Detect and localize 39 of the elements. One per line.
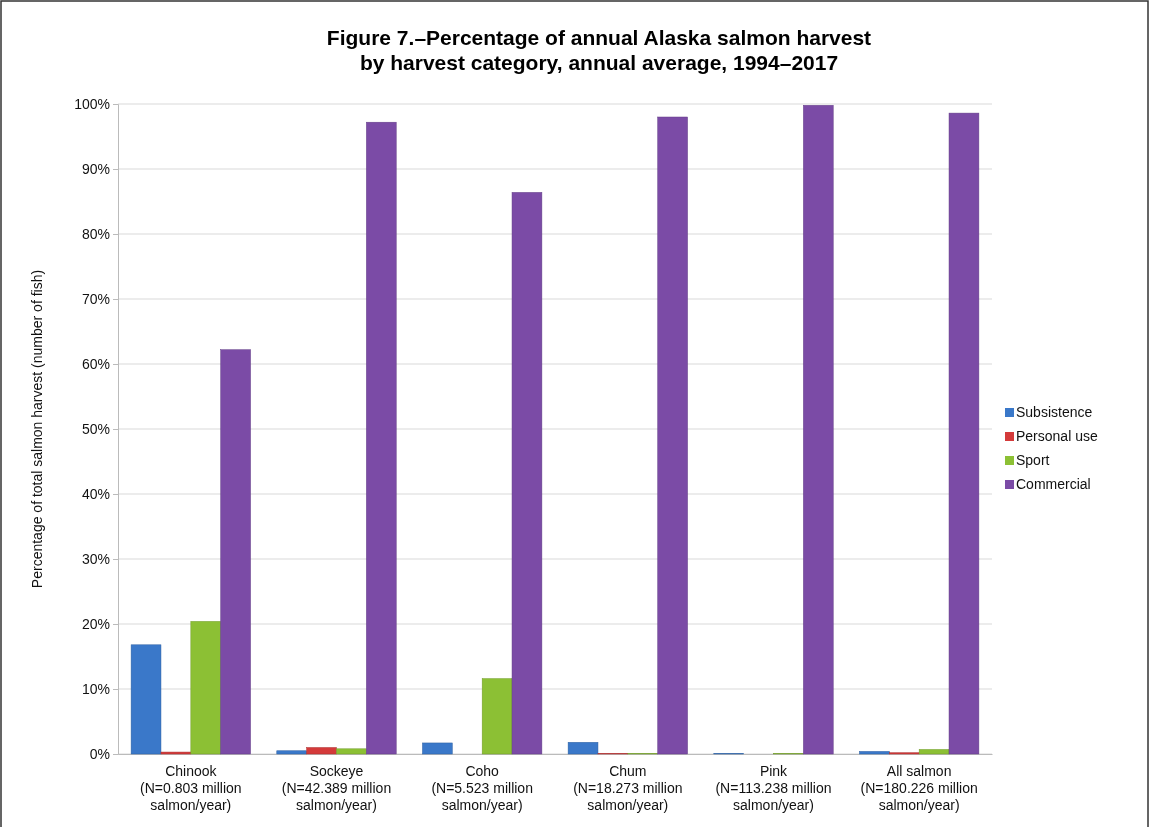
bar [918,749,950,755]
bar [336,748,367,755]
y-axis-title: Percentage of total salmon harvest (number of fish) [29,269,45,589]
bar [366,121,397,755]
y-tick-label: 100% [74,95,110,112]
bar [220,349,251,755]
x-tick-label: Chinook (N=0.803 million salmon/year) [140,763,242,813]
x-tick-label: All salmon (N=180.226 million salmon/year) [860,763,978,813]
legend-label: Subsistence [1016,404,1093,420]
chart-title: Figure 7.–Percentage of annual Alaska salmon harvest by harvest category, annual average, 1994–2017 [326,26,872,74]
bar [948,112,980,755]
bar [481,678,513,755]
bar [803,105,834,755]
bar [130,644,162,755]
bar [859,751,890,755]
y-tick-label: 80% [81,225,110,242]
y-tick-label: 70% [81,290,110,307]
bar [422,742,453,755]
x-tick-label: Pink (N=113.238 million salmon/year) [715,763,832,813]
y-tick-label: 90% [81,160,110,177]
x-tick-label: Chum (N=18.273 million salmon/year) [573,763,683,813]
bar [567,742,599,755]
bar [306,747,337,755]
bar [276,750,307,755]
x-tick-label: Sockeye (N=42.389 million salmon/year) [281,763,392,813]
legend-label: Commercial [1016,476,1091,492]
y-tick-label: 50% [81,420,110,437]
y-tick-label: 60% [81,355,110,372]
legend-label: Personal use [1016,428,1098,444]
y-tick-label: 40% [81,485,110,502]
y-tick-label: 10% [81,680,110,697]
bar [190,621,221,755]
y-tick-label: 20% [81,615,110,632]
bar [657,116,688,755]
y-tick-label: 0% [89,745,110,762]
x-tick-label: Coho (N=5.523 million salmon/year) [431,763,533,813]
legend-label: Sport [1016,452,1050,468]
y-tick-label: 30% [81,550,110,567]
bar [511,192,543,755]
